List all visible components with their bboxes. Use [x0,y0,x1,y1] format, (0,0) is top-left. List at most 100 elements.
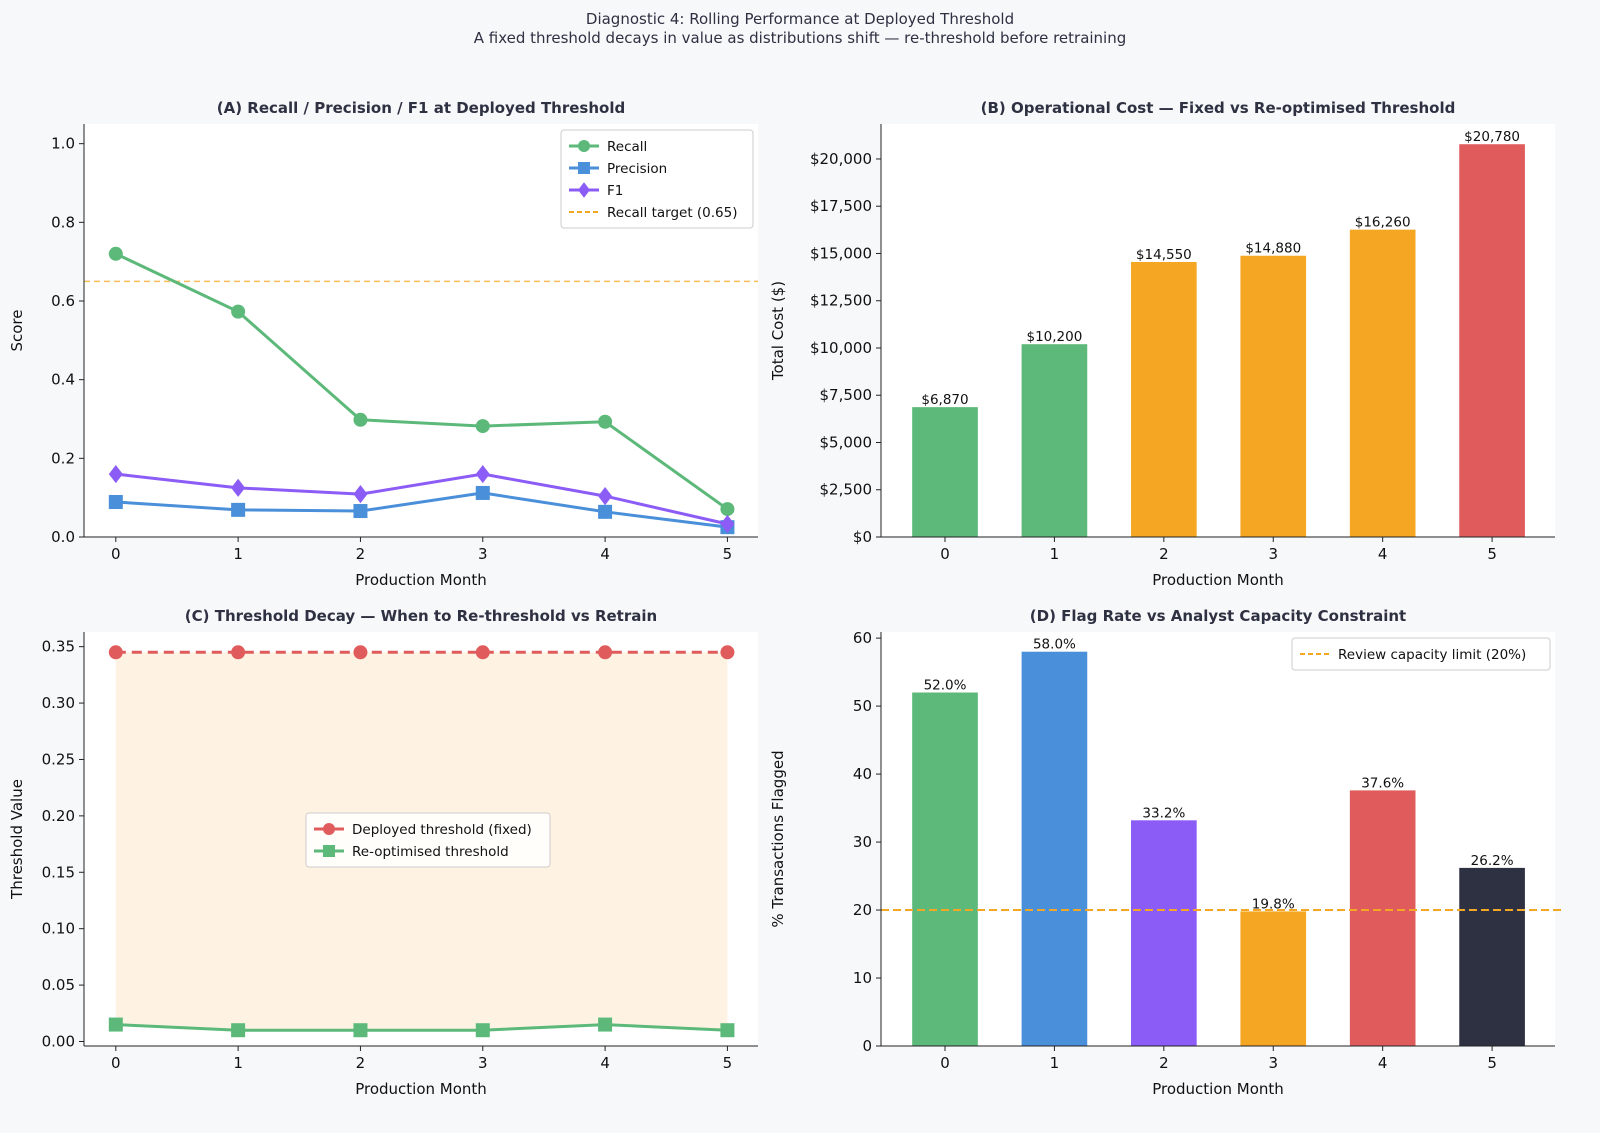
x-tick-label: 2 [1159,545,1169,563]
legend-label: Precision [607,161,667,177]
series-line [115,252,729,511]
data-point [475,419,490,434]
bar [1240,911,1307,1046]
figure-subtitle: A fixed threshold decays in value as dis… [473,29,1127,47]
data-point [108,464,123,484]
data-point [598,504,613,519]
series-precision [108,485,735,535]
y-tick-label: 0.25 [42,750,75,768]
x-tick-label: 3 [1268,1054,1278,1072]
x-tick-label: 5 [1487,1054,1497,1072]
data-point [720,645,735,660]
x-tick-label: 4 [600,1054,610,1072]
figure-title: Diagnostic 4: Rolling Performance at Dep… [585,10,1015,28]
data-point [231,1023,246,1038]
bar-label: $20,780 [1464,129,1520,145]
panel-a: (A) Recall / Precision / F1 at Deployed … [8,99,758,589]
y-tick-label: 1.0 [51,135,75,153]
data-point [353,504,368,519]
x-tick-label: 4 [1378,1054,1388,1072]
y-tick-label: 0.2 [51,449,75,467]
x-tick-label: 5 [1487,545,1497,563]
bar-label: $14,880 [1245,241,1301,257]
panel-b: (B) Operational Cost — Fixed vs Re-optim… [769,99,1555,589]
y-tick-label: 0.00 [42,1032,75,1050]
data-point [720,502,735,517]
legend-marker [323,823,335,835]
data-point [720,514,735,534]
y-tick-label: 60 [853,629,872,647]
bar-label: 52.0% [924,678,967,694]
x-tick-label: 1 [1050,545,1060,563]
y-tick-label: 0.05 [42,976,75,994]
x-tick-label: 0 [940,545,950,563]
data-point [598,486,613,506]
y-axis-label: % Transactions Flagged [769,750,787,927]
plot-area [881,632,1555,1046]
data-point [353,485,368,504]
x-tick-label: 1 [233,545,243,563]
y-tick-label: 0.15 [42,863,75,881]
bar [1459,867,1525,1046]
data-point [598,414,613,429]
legend-label: F1 [607,183,623,199]
chart-title: (A) Recall / Precision / F1 at Deployed … [217,99,625,117]
legend-label: Recall target (0.65) [607,205,738,221]
y-tick-label: $0 [853,528,872,546]
data-point [353,412,368,427]
y-tick-label: 0.10 [42,920,75,938]
x-tick-label: 3 [478,545,488,563]
x-tick-label: 2 [356,545,366,563]
legend-box [1291,637,1551,671]
data-point [598,1017,613,1032]
legend: Deployed threshold (fixed) Re-optimised t… [305,812,551,868]
bar [1459,144,1525,537]
panel-d: (D) Flag Rate vs Analyst Capacity Constr… [769,607,1563,1098]
bar-label: $14,550 [1136,247,1192,263]
y-tick-label: $20,000 [810,150,872,168]
bar-label: 58.0% [1033,637,1076,653]
y-axis-label: Total Cost ($) [769,281,787,381]
x-tick-label: 4 [1378,545,1388,563]
x-tick-label: 5 [723,1054,733,1072]
y-tick-label: 0.4 [51,371,75,389]
y-tick-label: 50 [853,697,872,715]
bar-label: $6,870 [921,392,968,408]
legend-marker [578,162,590,174]
chart-title: (D) Flag Rate vs Analyst Capacity Constr… [1030,607,1406,625]
y-axis-label: Threshold Value [8,779,26,900]
bar-label: $10,200 [1027,329,1083,345]
data-point [720,1023,735,1038]
bar [1240,255,1307,537]
data-point [353,645,368,660]
data-point [108,494,123,509]
y-tick-label: 20 [853,901,872,919]
bar [912,407,978,537]
series-line [115,491,728,529]
chart-title: (C) Threshold Decay — When to Re-thresho… [185,607,657,625]
panel-c: (C) Threshold Decay — When to Re-thresho… [8,607,758,1098]
plot-area [881,124,1555,537]
data-point [475,485,490,500]
x-tick-label: 0 [111,1054,121,1072]
bar [1349,229,1416,537]
x-axis-label: Production Month [1152,571,1284,589]
series-recall [108,246,735,517]
data-point [475,1023,490,1038]
bar [1021,344,1088,537]
legend: Recall Precision F1 Recall target (0.65) [560,129,754,229]
y-tick-label: 30 [853,833,872,851]
y-tick-label: 0.8 [51,213,75,231]
bar-label: 26.2% [1471,853,1514,869]
x-tick-label: 3 [1268,545,1278,563]
x-axis-label: Production Month [355,1080,487,1098]
bar [912,692,978,1046]
y-tick-label: 0.0 [51,528,75,546]
bar [1021,651,1088,1046]
y-tick-label: $7,500 [820,386,873,404]
y-tick-label: $17,500 [810,197,872,215]
legend: Review capacity limit (20%) [1291,637,1551,671]
series-deployed-threshold-fixed- [108,645,735,660]
